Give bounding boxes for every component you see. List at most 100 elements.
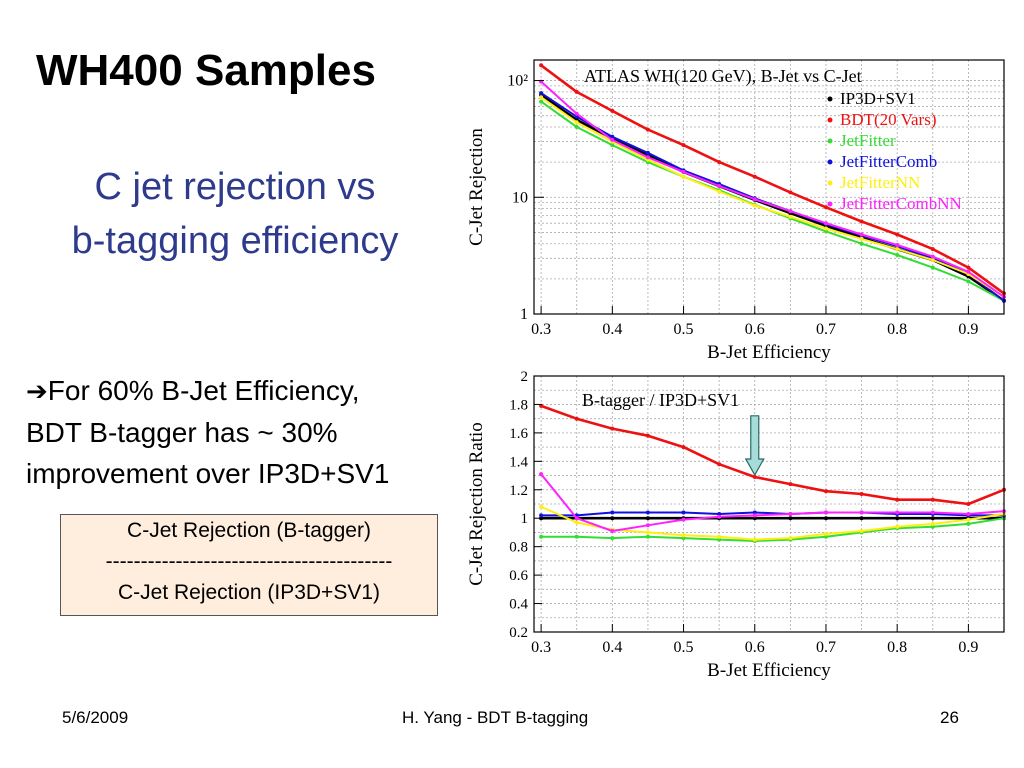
data-point <box>752 174 757 179</box>
subtitle-line-1: C jet rejection vs <box>94 166 376 208</box>
plot-area <box>534 60 1004 314</box>
data-point <box>788 214 793 219</box>
bullet-text: ➔For 60% B-Jet Efficiency, BDT B-tagger … <box>26 370 466 494</box>
plot-frame <box>533 375 1005 633</box>
ratio-definition-box: C-Jet Rejection (B-tagger) -------------… <box>60 514 438 616</box>
y-tick-label: 1 <box>521 511 529 527</box>
data-point <box>895 510 900 515</box>
y-tick-label: 0.2 <box>509 625 528 641</box>
slide-title: WH400 Samples <box>36 46 376 95</box>
data-point <box>717 462 722 467</box>
data-point <box>930 247 935 252</box>
data-point <box>824 534 828 539</box>
data-point <box>895 497 900 502</box>
data-point <box>574 120 579 125</box>
series-line <box>540 96 1005 298</box>
data-point <box>824 205 828 210</box>
data-point <box>930 510 935 515</box>
data-point <box>859 241 864 246</box>
x-tick-label: 0.5 <box>674 321 694 338</box>
x-axis-label: B-Jet Efficiency <box>707 342 831 363</box>
data-point <box>824 229 828 234</box>
footer-page-number: 26 <box>940 708 959 727</box>
data-point <box>752 516 757 521</box>
data-point <box>610 510 615 515</box>
y-tick-label: 10² <box>507 73 528 90</box>
data-point <box>859 236 864 241</box>
data-point <box>717 537 722 542</box>
data-point <box>610 137 615 142</box>
data-point <box>966 269 971 274</box>
data-point <box>752 510 757 515</box>
data-point <box>717 512 722 516</box>
x-tick-label: 0.5 <box>674 639 694 656</box>
data-point <box>966 521 971 526</box>
data-point <box>681 174 686 179</box>
data-point <box>717 160 722 165</box>
x-tick-label: 0.6 <box>745 639 765 656</box>
data-point <box>752 537 757 542</box>
data-point <box>610 516 615 521</box>
data-point <box>966 265 971 270</box>
y-tick-label: 2 <box>521 369 529 385</box>
data-point <box>610 143 615 148</box>
slide-subtitle: C jet rejection vs b-tagging efficiency <box>30 160 440 268</box>
data-point <box>610 426 615 431</box>
data-point <box>645 510 650 515</box>
data-point <box>930 497 935 502</box>
chart-title: B-tagger / IP3D+SV1 <box>582 390 739 410</box>
plot-area <box>534 376 1004 632</box>
data-point <box>574 125 579 129</box>
y-tick-label: 0.6 <box>509 568 528 584</box>
y-tick-label: 0.8 <box>509 540 528 556</box>
legend-label: JetFitterNN <box>840 173 920 192</box>
legend-label: IP3D+SV1 <box>840 89 916 108</box>
x-tick-label: 0.9 <box>958 321 978 338</box>
data-point <box>539 91 544 96</box>
footer-date: 5/6/2009 <box>62 708 129 727</box>
data-point <box>788 482 793 487</box>
bullet-line-1: ➔For 60% B-Jet Efficiency, <box>26 370 466 412</box>
data-point <box>824 221 828 226</box>
data-point <box>645 523 650 528</box>
legend-marker <box>827 180 833 186</box>
data-point <box>895 253 900 257</box>
y-axis-label: C-Jet Rejection <box>466 128 487 246</box>
data-point <box>859 529 864 533</box>
data-point <box>539 99 544 104</box>
data-point <box>539 504 544 509</box>
data-point <box>930 254 935 259</box>
data-point <box>788 209 793 214</box>
x-tick-label: 0.9 <box>958 639 978 656</box>
subtitle-line-2: b-tagging efficiency <box>71 220 399 262</box>
data-point <box>752 475 757 479</box>
footer-center: H. Yang - BDT B-tagging <box>402 708 589 727</box>
data-point <box>966 512 971 516</box>
data-point <box>752 197 757 202</box>
data-point <box>539 95 544 100</box>
legend-marker <box>827 138 833 144</box>
data-point <box>610 134 615 139</box>
x-axis-label: B-Jet Efficiency <box>707 660 831 681</box>
data-point <box>824 516 828 521</box>
bullet-line-2: BDT B-tagger has ~ 30% <box>26 417 338 448</box>
chart-title: ATLAS WH(120 GeV), B-Jet vs C-Jet <box>584 66 862 87</box>
x-tick-label: 0.7 <box>816 321 836 338</box>
data-point <box>645 127 650 132</box>
legend-label: BDT(20 Vars) <box>840 110 936 129</box>
ratio-numerator: C-Jet Rejection (B-tagger) <box>127 519 371 542</box>
data-point <box>824 531 828 536</box>
series-line <box>541 511 1004 517</box>
y-tick-label: 1.4 <box>509 454 528 470</box>
data-point <box>717 184 722 188</box>
data-point <box>895 524 900 529</box>
data-point <box>966 502 971 506</box>
data-point <box>681 169 686 174</box>
x-tick-label: 0.8 <box>887 321 907 338</box>
data-point <box>930 258 935 262</box>
legend-label: JetFitter <box>840 131 896 150</box>
data-point <box>824 510 828 515</box>
data-point <box>574 534 579 539</box>
arrow-right-icon: ➔ <box>26 376 48 406</box>
series-line <box>541 517 1005 542</box>
